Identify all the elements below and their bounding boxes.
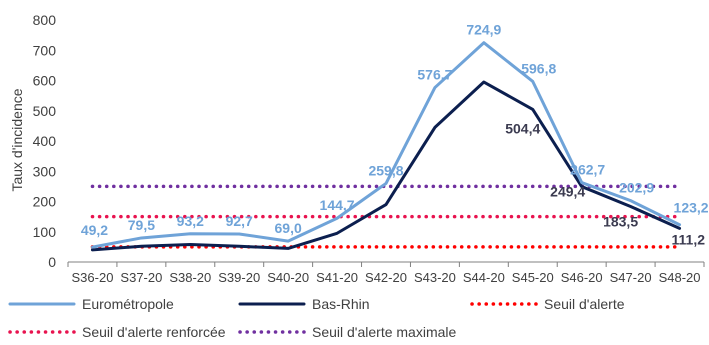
eurometropole-data-label: 79,5 — [128, 217, 155, 233]
eurometropole-data-label: 596,8 — [521, 60, 556, 76]
x-tick-label: S43-20 — [414, 270, 456, 285]
legend-label: Bas-Rhin — [312, 296, 370, 312]
x-tick-label: S46-20 — [561, 270, 603, 285]
x-tick-label: S42-20 — [365, 270, 407, 285]
y-tick-label: 100 — [33, 224, 57, 240]
eurometropole-data-label: 724,9 — [466, 22, 501, 38]
legend-label: Eurométropole — [82, 296, 174, 312]
x-tick-label: S48-20 — [659, 270, 701, 285]
bas-rhin-data-label: 111,2 — [672, 231, 706, 247]
x-tick-label: S44-20 — [463, 270, 505, 285]
eurometropole-data-label: 69,0 — [275, 220, 302, 236]
y-tick-label: 200 — [33, 194, 57, 210]
bas-rhin-data-label: 249,4 — [550, 184, 585, 200]
x-tick-label: S47-20 — [610, 270, 652, 285]
series-line-2 — [90, 80, 682, 252]
y-tick-label: 700 — [33, 42, 57, 58]
series-lines — [90, 41, 682, 252]
eurometropole-data-label: 576,7 — [417, 67, 452, 83]
eurometropole-data-label: 144,7 — [320, 197, 355, 213]
eurometropole-data-label: 202,9 — [619, 180, 654, 196]
y-tick-label: 600 — [33, 73, 57, 89]
x-tick-label: S41-20 — [316, 270, 358, 285]
x-tick-label: S38-20 — [169, 270, 211, 285]
y-tick-label: 400 — [33, 133, 57, 149]
eurometropole-data-label: 92,7 — [226, 213, 253, 229]
x-tick-label: S36-20 — [72, 270, 114, 285]
legend-label: Seuil d'alerte renforcée — [82, 324, 226, 340]
data-labels: 49,2 79,5 93,2 92,7 69,0 144,7 259,8 576,7 724,9… — [81, 22, 709, 248]
eurometropole-data-label: 262,7 — [570, 162, 605, 178]
y-tick-label: 500 — [33, 103, 57, 119]
legend-label: Seuil d'alerte maximale — [312, 324, 457, 340]
eurometropole-data-label: 49,2 — [81, 222, 108, 238]
bas-rhin-data-label: 183,5 — [603, 213, 638, 229]
x-tick-label: S40-20 — [267, 270, 309, 285]
x-tick-label: S45-20 — [512, 270, 554, 285]
bas-rhin-data-label: 504,4 — [505, 120, 540, 136]
eurometropole-data-label: 93,2 — [177, 213, 204, 229]
eurometropole-data-label: 259,8 — [368, 162, 403, 178]
series-line-1 — [90, 41, 682, 249]
x-axis-ticks: S36-20 S37-20 S38-20 S39-20 S40-20 S41-20 S42-… — [67, 262, 705, 285]
eurometropole-data-label: 123,2 — [674, 200, 709, 216]
y-axis-title: Taux d'incidence — [9, 88, 25, 191]
x-tick-label: S37-20 — [120, 270, 162, 285]
y-tick-label: 800 — [33, 12, 57, 28]
y-tick-label: 0 — [48, 254, 56, 270]
y-tick-label: 300 — [33, 163, 57, 179]
x-tick-label: S39-20 — [218, 270, 260, 285]
y-axis-ticks: 0 100 200 300 400 500 600 700 800 — [33, 12, 57, 270]
legend: Eurométropole Bas-Rhin Seuil d'alerte Seuil… — [8, 296, 625, 340]
legend-label: Seuil d'alerte — [544, 296, 625, 312]
